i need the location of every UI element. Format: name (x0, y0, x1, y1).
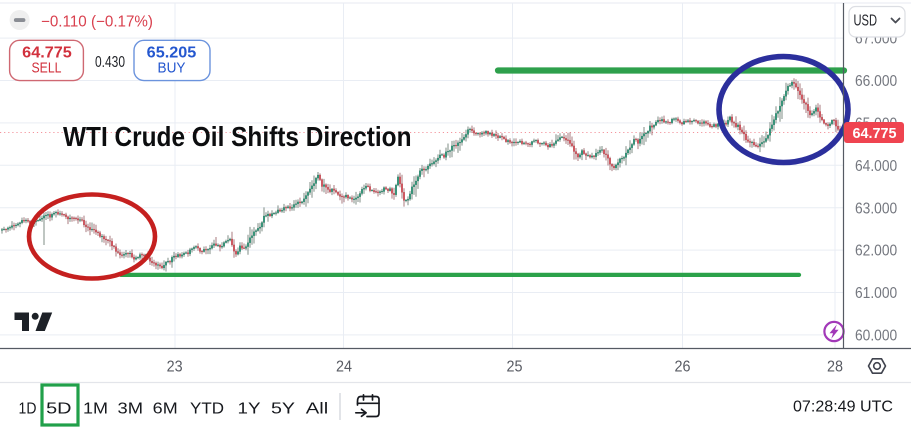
svg-text:62.000: 62.000 (855, 243, 898, 260)
svg-text:0.430: 0.430 (95, 54, 125, 71)
svg-text:−0.110 (−0.17%): −0.110 (−0.17%) (41, 14, 153, 31)
svg-text:64.775: 64.775 (22, 45, 72, 62)
svg-text:28: 28 (827, 358, 843, 375)
svg-text:3M: 3M (118, 400, 144, 417)
svg-text:23: 23 (167, 358, 183, 375)
svg-text:66.000: 66.000 (855, 73, 898, 90)
svg-text:YTD: YTD (190, 400, 224, 417)
svg-text:26: 26 (675, 358, 691, 375)
svg-text:SELL: SELL (32, 61, 62, 77)
svg-text:24: 24 (336, 358, 352, 375)
svg-text:65.205: 65.205 (147, 45, 197, 62)
svg-text:1Y: 1Y (238, 400, 261, 417)
svg-text:25: 25 (507, 358, 523, 375)
svg-text:6M: 6M (153, 400, 178, 417)
svg-text:61.000: 61.000 (855, 285, 898, 302)
svg-text:USD: USD (854, 12, 878, 29)
svg-text:All: All (306, 400, 329, 417)
svg-text:5Y: 5Y (271, 400, 295, 417)
svg-text:64.000: 64.000 (855, 158, 898, 175)
svg-text:1D: 1D (19, 400, 37, 417)
svg-text:60.000: 60.000 (855, 328, 898, 345)
svg-text:5D: 5D (46, 400, 71, 417)
svg-text:07:28:49 UTC: 07:28:49 UTC (793, 398, 893, 415)
svg-text:WTI Crude Oil Shifts Direction: WTI Crude Oil Shifts Direction (63, 121, 412, 152)
svg-text:63.000: 63.000 (855, 200, 898, 217)
svg-text:64.775: 64.775 (853, 125, 897, 142)
svg-text:1M: 1M (83, 400, 108, 417)
svg-text:BUY: BUY (158, 61, 186, 77)
